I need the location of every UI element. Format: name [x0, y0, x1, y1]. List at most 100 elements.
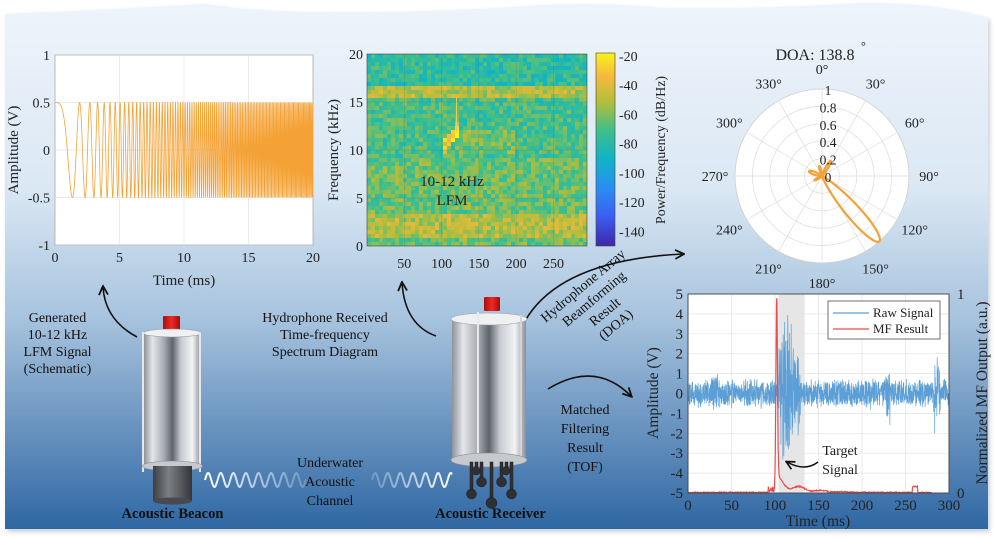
spectrogram-cell	[535, 62, 539, 66]
spectrogram-cell	[447, 150, 451, 154]
spectrogram-cell	[411, 170, 415, 174]
spectrogram-cell	[407, 178, 411, 182]
spectrogram-cell	[367, 106, 371, 110]
spectrogram-cell	[423, 202, 427, 206]
spectrogram-cell	[403, 202, 407, 206]
spectrogram-cell	[467, 66, 471, 70]
spectrogram-cell	[571, 66, 575, 70]
spectrogram-cell	[579, 166, 583, 170]
spectrogram-cell	[407, 166, 411, 170]
spectrogram-cell	[567, 198, 571, 202]
spectrogram-cell	[375, 54, 379, 58]
spectrogram-cell	[503, 218, 507, 222]
spectrogram-cell	[411, 214, 415, 218]
spectrogram-cell	[411, 78, 415, 82]
spectrogram-cell	[547, 126, 551, 130]
spectrogram-cell	[411, 178, 415, 182]
spectrogram-cell	[491, 146, 495, 150]
spectrogram-cell	[495, 186, 499, 190]
spectrogram-cell	[475, 66, 479, 70]
spectrogram-cell	[439, 146, 443, 150]
spectrogram-cell	[447, 182, 451, 186]
spectrogram-cell	[399, 138, 403, 142]
spectrogram-cell	[379, 150, 383, 154]
spectrogram-cell	[383, 210, 387, 214]
spectrogram-cell	[435, 122, 439, 126]
spectrogram-cell	[535, 170, 539, 174]
spectrogram-cell	[459, 118, 463, 122]
spectrogram-cell	[439, 222, 443, 226]
spectrogram-cell	[575, 190, 579, 194]
spectrogram-cell	[407, 194, 411, 198]
spectrogram-cell	[423, 58, 427, 62]
spectrogram-cell	[403, 98, 407, 102]
spectrogram-cell	[515, 218, 519, 222]
spectrogram-cell	[383, 110, 387, 114]
spectrogram-cell	[551, 110, 555, 114]
spectrogram-cell	[507, 82, 511, 86]
y-tick-label: 5	[676, 287, 684, 303]
spectrogram-cell	[415, 66, 419, 70]
spectrogram-cell	[527, 234, 531, 238]
spectrogram-cell	[527, 70, 531, 74]
spectrogram-cell	[543, 154, 547, 158]
spectrogram-cell	[563, 186, 567, 190]
radius-tick-label: 0	[825, 170, 832, 185]
spectrogram-cell	[495, 118, 499, 122]
spectrogram-cell	[387, 150, 391, 154]
spectrogram-cell	[527, 210, 531, 214]
spectrogram-cell	[535, 98, 539, 102]
y-tick-label: 0.5	[33, 97, 51, 112]
spectrogram-cell	[435, 158, 439, 162]
spectrogram-cell	[427, 202, 431, 206]
y-tick-label: 3	[676, 327, 684, 343]
spectrogram-cell	[527, 226, 531, 230]
spectrogram-cell	[531, 58, 535, 62]
spectrogram-cell	[399, 202, 403, 206]
spectrogram-cell	[531, 178, 535, 182]
spectrogram-cell	[435, 138, 439, 142]
spectrogram-cell	[475, 126, 479, 130]
spectrogram-cell	[435, 162, 439, 166]
spectrogram-cell	[387, 114, 391, 118]
spectrogram-cell	[503, 242, 507, 246]
spectrogram-cell	[367, 78, 371, 82]
spectrogram-cell	[383, 230, 387, 234]
spectrogram-cell	[547, 146, 551, 150]
spectrogram-cell	[367, 182, 371, 186]
spectrogram-cell	[555, 70, 559, 74]
spectrogram-cell	[479, 90, 483, 94]
spectrogram-cell	[459, 130, 463, 134]
spectrogram-cell	[475, 182, 479, 186]
spectrogram-cell	[415, 54, 419, 58]
spectrogram-cell	[371, 66, 375, 70]
spectrogram-cell	[483, 222, 487, 226]
polar-spoke	[778, 100, 823, 177]
spectrogram-cell	[539, 58, 543, 62]
spectrogram-cell	[423, 154, 427, 158]
spectrogram-cell	[403, 158, 407, 162]
spectrogram-cell	[463, 166, 467, 170]
spectrogram-cell	[583, 242, 587, 246]
spectrogram-cell	[459, 202, 463, 206]
spectrogram-cell	[435, 78, 439, 82]
spectrogram-cell	[535, 238, 539, 242]
spectrogram-cell	[371, 162, 375, 166]
spectrogram-cell	[563, 178, 567, 182]
spectrogram-cell	[551, 58, 555, 62]
spectrogram-cell	[471, 194, 475, 198]
spectrogram-cell	[403, 82, 407, 86]
spectrogram-cell	[415, 178, 419, 182]
spectrogram-cell	[463, 242, 467, 246]
spectrogram-cell	[495, 222, 499, 226]
spectrogram-cell	[383, 174, 387, 178]
spectrogram-cell	[407, 154, 411, 158]
spectrogram-cell	[563, 242, 567, 246]
spectrogram-cell	[411, 146, 415, 150]
spectrogram-cell	[567, 190, 571, 194]
spectrogram-cell	[383, 186, 387, 190]
spectrogram-cell	[567, 126, 571, 130]
spectrogram-cell	[483, 90, 487, 94]
spectrogram-cell	[419, 134, 423, 138]
spectrogram-cell	[491, 218, 495, 222]
